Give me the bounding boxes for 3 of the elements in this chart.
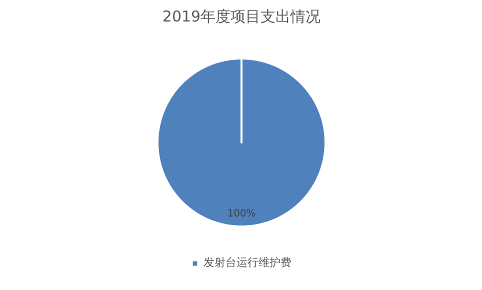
data-label: 100%	[227, 208, 256, 220]
legend-label: 发射台运行维护费	[204, 255, 292, 270]
chart-title: 2019年度项目支出情况	[162, 8, 321, 26]
